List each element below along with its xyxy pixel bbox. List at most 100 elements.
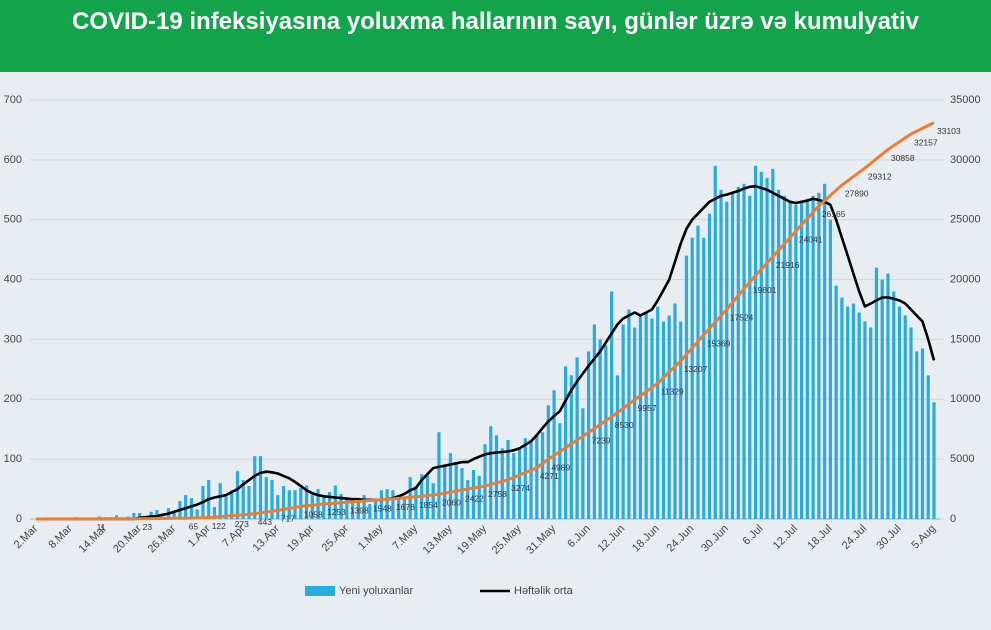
bar (840, 297, 844, 519)
x-tick-label: 25.May (490, 522, 524, 556)
bar (489, 426, 493, 519)
bar (362, 495, 366, 519)
data-label: 273 (235, 519, 249, 529)
bar (132, 513, 136, 519)
bar (212, 507, 217, 519)
bar (247, 486, 251, 519)
data-label: 122 (212, 521, 226, 531)
bar (391, 490, 395, 519)
data-label: 65 (189, 521, 199, 531)
bar (385, 489, 389, 519)
bar (431, 483, 435, 519)
bar (713, 165, 717, 520)
bar (155, 510, 159, 519)
data-label: 11329 (661, 387, 684, 397)
bar (189, 498, 194, 519)
legend-label: Həftəlik orta (514, 585, 574, 597)
bar (494, 435, 499, 519)
bar (932, 402, 936, 519)
y-tick-label: 500 (4, 214, 22, 226)
data-label: 24041 (799, 234, 823, 244)
bar (368, 504, 372, 519)
bar (874, 267, 879, 519)
y-tick-label: 100 (4, 453, 22, 465)
y-tick-label: 700 (4, 94, 22, 106)
bar (310, 495, 314, 519)
bar (466, 480, 470, 519)
x-tick-label: 20.Mar (111, 522, 144, 555)
bar (374, 501, 378, 519)
bar (880, 279, 884, 519)
bar (633, 327, 637, 519)
bar (172, 511, 176, 519)
x-tick-label: 12.Jul (771, 523, 800, 552)
bar (592, 324, 596, 519)
bar (304, 485, 309, 519)
data-label: 15369 (707, 338, 731, 348)
bar (397, 495, 401, 519)
x-tick-label: 30.Jun (699, 523, 731, 555)
bar (345, 498, 349, 519)
bar (679, 321, 683, 519)
bar (863, 321, 867, 519)
data-label: 2758 (488, 489, 507, 499)
bar (287, 490, 291, 519)
bar (241, 480, 245, 519)
bar (656, 306, 660, 519)
data-label: 30858 (891, 153, 915, 163)
bar (235, 471, 240, 519)
bar (569, 375, 573, 519)
data-label: 1678 (396, 502, 415, 512)
bar (327, 492, 332, 519)
bar (661, 321, 666, 519)
legend-label: Yeni yoluxanlar (339, 585, 414, 597)
bar (540, 432, 545, 519)
x-tick-label: 5.Aug (909, 523, 938, 552)
bar (776, 189, 781, 520)
y2-tick-label: 25000 (950, 214, 981, 226)
bar (805, 198, 809, 519)
x-tick-label: 6.Jun (565, 523, 593, 551)
data-label: 717 (281, 514, 295, 524)
bar (598, 339, 602, 519)
bar (276, 495, 280, 519)
bar (765, 177, 769, 520)
y-tick-label: 600 (4, 154, 22, 166)
data-label: 21916 (776, 260, 800, 270)
x-tick-label: 13.Apr (251, 522, 283, 554)
bar (460, 468, 464, 519)
bar (546, 405, 550, 519)
x-tick-label: 31.May (524, 522, 558, 556)
bar (351, 498, 355, 519)
x-tick-label: 12.Jun (595, 523, 627, 555)
x-tick-label: 7.May (390, 522, 420, 552)
y-tick-label: 300 (4, 333, 22, 345)
bar (644, 312, 648, 519)
data-label: 32157 (914, 137, 938, 147)
data-label: 1253 (327, 507, 346, 517)
bar (322, 496, 326, 519)
bar (437, 432, 441, 519)
bar (270, 480, 274, 519)
bar (299, 487, 303, 519)
bar (817, 192, 821, 519)
bar (736, 186, 740, 520)
bar (558, 423, 562, 519)
bar (356, 498, 360, 519)
data-label: 26165 (822, 209, 846, 219)
data-label: 19801 (753, 285, 777, 295)
bar (517, 447, 522, 519)
bar (563, 366, 568, 519)
bar (725, 201, 729, 519)
bar (258, 456, 263, 519)
data-label: 3274 (511, 483, 530, 493)
y-tick-label: 200 (4, 393, 22, 405)
chart-title: COVID-19 infeksiyasına yoluxma hallarını… (0, 0, 991, 72)
y-tick-label: 400 (4, 273, 22, 285)
y2-tick-label: 15000 (950, 333, 981, 345)
bar (253, 456, 257, 519)
bar (673, 303, 677, 519)
data-label: 33103 (937, 126, 961, 136)
